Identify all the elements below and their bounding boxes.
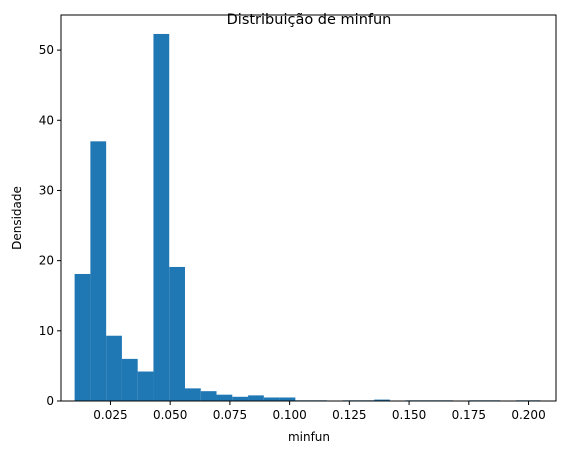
x-tick-label: 0.200: [511, 408, 545, 422]
bars-group: [74, 33, 541, 401]
x-tick-label: 0.025: [93, 408, 127, 422]
y-tick-label: 40: [39, 113, 54, 127]
histogram-bar: [232, 396, 249, 401]
x-tick-label: 0.125: [332, 408, 366, 422]
histogram-bar: [279, 397, 296, 401]
x-axis-title: minfun: [288, 430, 330, 444]
x-tick-label: 0.075: [213, 408, 247, 422]
y-tick-label: 50: [39, 43, 54, 57]
histogram-bar: [106, 335, 122, 401]
histogram-bar: [248, 395, 264, 401]
histogram-bar: [263, 397, 280, 401]
histogram-bar: [184, 388, 201, 401]
x-axis: 0.025 0.050 0.075 0.100 0.125 0.150 0.175 0.200: [93, 401, 546, 422]
y-axis: 0 10 20 30 40 50: [39, 43, 61, 408]
histogram-bar: [90, 141, 107, 401]
y-tick-label: 20: [39, 254, 54, 268]
histogram-bar: [216, 394, 233, 401]
histogram-bar: [121, 358, 138, 401]
x-tick-label: 0.150: [392, 408, 426, 422]
x-tick-label: 0.050: [153, 408, 187, 422]
y-axis-title: Densidade: [10, 186, 24, 250]
histogram-bar: [374, 399, 390, 401]
y-tick-label: 10: [39, 324, 54, 338]
y-tick-label: 0: [46, 394, 54, 408]
histogram-bar: [169, 266, 185, 401]
x-tick-label: 0.100: [272, 408, 306, 422]
y-tick-label: 30: [39, 183, 54, 197]
chart-title: Distribuição de minfun: [227, 12, 392, 28]
histogram-bar: [200, 391, 217, 401]
histogram-bar: [153, 33, 170, 401]
histogram-bar: [74, 273, 91, 401]
x-tick-label: 0.175: [452, 408, 486, 422]
histogram-bar: [137, 371, 154, 401]
plot-frame: [60, 14, 557, 402]
